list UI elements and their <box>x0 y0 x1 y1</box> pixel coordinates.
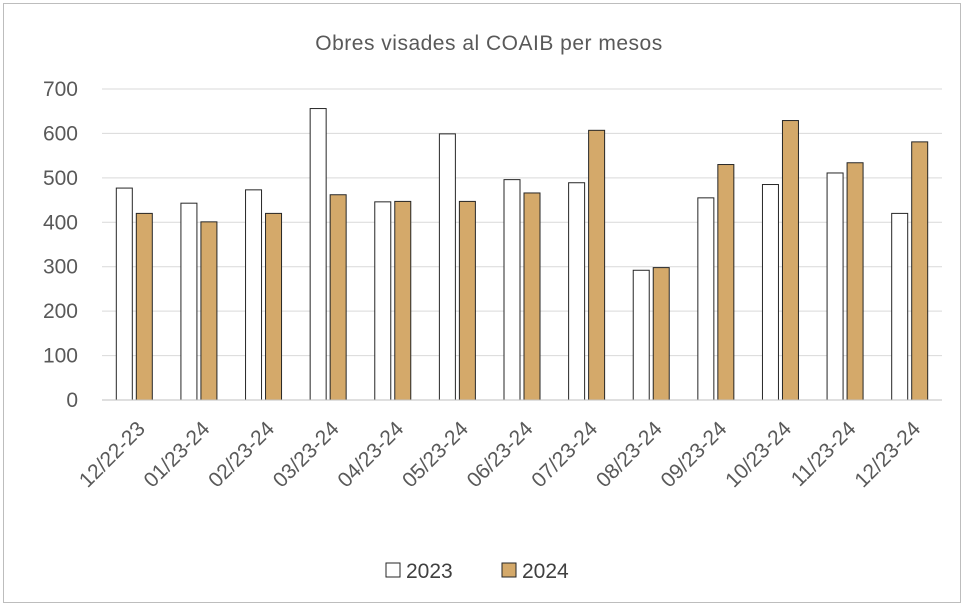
bar-2024-10-23-24 <box>781 120 799 401</box>
bars <box>115 108 929 401</box>
legend-label-2024: 2024 <box>522 560 569 583</box>
bar-2023-06-23-24 <box>503 179 521 401</box>
bar-2023-09-23-24 <box>697 197 715 401</box>
bar-2024-03-23-24 <box>329 194 347 401</box>
legend: 2023 2024 <box>385 560 569 583</box>
y-tick-label: 0 <box>66 389 78 412</box>
y-tick-label: 500 <box>43 167 78 190</box>
bar-2023-05-23-24 <box>438 133 456 401</box>
bar-2024-12-23-24 <box>911 141 929 401</box>
bar-2024-01-23-24 <box>200 221 218 401</box>
bar-2024-07-23-24 <box>588 129 606 401</box>
y-tick-label: 100 <box>43 345 78 368</box>
bar-2023-08-23-24 <box>632 269 650 401</box>
legend-swatch-2024 <box>501 562 517 578</box>
x-tick-label: 09/23-24 <box>656 417 731 492</box>
y-tick-label: 300 <box>43 256 78 279</box>
bar-2023-01-23-24 <box>180 202 198 401</box>
x-tick-label: 06/23-24 <box>463 417 538 492</box>
bar-2024-06-23-24 <box>523 192 541 401</box>
x-tick-label: 08/23-24 <box>592 417 667 492</box>
bar-2024-05-23-24 <box>458 200 476 401</box>
bar-2023-02-23-24 <box>245 189 263 401</box>
x-tick-label: 07/23-24 <box>527 417 602 492</box>
bar-2024-12-22-23 <box>135 212 153 401</box>
x-tick-label: 12/23-24 <box>850 417 925 492</box>
x-axis-ticks: 12/22-2301/23-2402/23-2403/23-2404/23-24… <box>75 417 925 492</box>
x-tick-label: 05/23-24 <box>398 417 473 492</box>
y-tick-label: 400 <box>43 211 78 234</box>
x-tick-label: 11/23-24 <box>787 417 861 491</box>
gridlines <box>102 88 942 357</box>
bar-2024-04-23-24 <box>394 200 412 401</box>
bar-2023-04-23-24 <box>374 201 392 401</box>
y-tick-label: 600 <box>43 122 78 145</box>
bar-2023-03-23-24 <box>309 108 327 401</box>
x-tick-label: 03/23-24 <box>269 417 344 492</box>
bar-2024-11-23-24 <box>846 162 864 401</box>
y-tick-label: 700 <box>43 78 78 101</box>
bar-2024-09-23-24 <box>717 164 735 401</box>
bar-2023-10-23-24 <box>761 184 779 401</box>
bar-2024-02-23-24 <box>265 212 283 401</box>
y-axis-ticks: 0 100 200 300 400 500 600 700 <box>43 78 78 412</box>
bar-2023-11-23-24 <box>826 172 844 401</box>
chart-title: Obres visades al COAIB per mesos <box>315 32 662 55</box>
x-tick-label: 12/22-23 <box>75 417 150 492</box>
x-tick-label: 04/23-24 <box>333 417 408 492</box>
bar-2024-08-23-24 <box>652 267 670 401</box>
y-tick-label: 200 <box>43 300 78 323</box>
bar-2023-12-23-24 <box>891 212 909 401</box>
x-tick-label: 02/23-24 <box>204 417 279 492</box>
legend-label-2023: 2023 <box>406 560 453 583</box>
x-tick-label: 10/23-24 <box>721 417 796 492</box>
bar-2023-12-22-23 <box>115 187 133 401</box>
x-tick-label: 01/23-24 <box>140 417 215 492</box>
bar-2023-07-23-24 <box>568 182 586 401</box>
legend-swatch-2023 <box>385 562 401 578</box>
chart-frame <box>3 3 961 603</box>
